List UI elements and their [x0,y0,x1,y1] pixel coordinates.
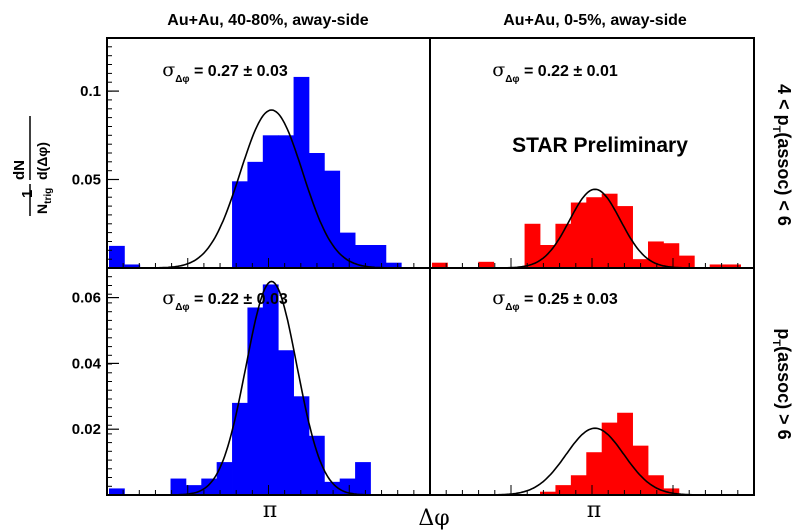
sigma-label: σΔφ = 0.22 ± 0.01 [492,59,618,85]
histogram-bar [170,478,187,495]
histogram-bar [124,264,141,268]
svg-text:1: 1 [19,190,36,198]
star-preliminary-label: STAR Preliminary [512,134,688,157]
y-tick-label: 0.06 [72,290,101,307]
sigma-label: σΔφ = 0.22 ± 0.03 [162,287,288,313]
panel-top-right: σΔφ = 0.22 ± 0.01 STAR Preliminary [429,37,755,269]
histogram-bar [109,488,125,495]
histogram-bar [324,481,341,495]
histogram-bar [232,402,248,495]
histogram-bar [355,462,371,495]
histogram-bar [617,412,633,495]
y-tick-label: 0.04 [72,355,102,372]
histogram-bar [540,491,556,495]
histogram-bar [678,255,695,268]
histogram-bar [308,435,325,495]
panel-top-left: 0.05 0.1 σΔφ = 0.27 ± 0.03 [72,37,431,269]
histogram-bar [725,264,741,268]
histogram-bar [540,245,556,268]
histogram-bar [601,422,618,495]
histogram-bar [232,181,248,268]
x-tick-label-pi-left: π [263,498,277,523]
histogram-bar [586,452,603,495]
histogram-bar [278,135,294,268]
histogram-bar [570,202,587,268]
histogram-bar [663,243,680,268]
histogram-bar [555,223,572,268]
histogram-bar [201,478,218,495]
histogram-bar [555,485,572,495]
svg-text:4 < pT(assoc) < 6: 4 < pT(assoc) < 6 [770,84,794,226]
sigma-label: σΔφ = 0.27 ± 0.03 [162,59,288,85]
histogram-bar [432,262,448,268]
histogram-bar [478,261,495,268]
x-axis-label: Δφ [418,506,449,531]
histogram-bar [370,245,387,268]
histogram-bar [109,245,125,268]
histogram-bar [355,245,371,268]
histogram-bar [293,76,310,268]
histogram-bar [339,232,356,268]
svg-text:pT(assoc) > 6: pT(assoc) > 6 [770,328,794,439]
y-tick-label: 0.05 [72,172,101,189]
y-tick-label: 0.1 [80,83,101,100]
histogram-bar [278,350,294,495]
histogram-bar [570,475,587,495]
histogram-bar [601,193,618,268]
row-label-bottom: pT(assoc) > 6 [770,328,794,439]
y-axis-label: 1 dN Ntrig d(Δφ) [11,116,54,216]
y-tick-label: 0.02 [72,421,101,438]
histogram-bar [324,170,341,268]
histogram-bar [216,462,233,495]
x-tick-label-pi-right: π [587,498,601,523]
svg-text:dN: dN [11,160,28,180]
histogram-bar [247,307,264,495]
histogram-bar [308,153,325,268]
histogram-bar [385,262,402,268]
histogram-bar [663,488,680,495]
histogram-bar [524,223,541,268]
histogram-bar [247,161,264,268]
histogram-bar [709,264,726,268]
histogram-bar [262,135,279,268]
histogram-bar [632,445,649,495]
svg-text:d(Δφ): d(Δφ) [34,142,50,180]
histogram-bar [262,284,279,495]
histogram-bar [586,197,603,268]
histogram-bar [293,396,310,495]
panel-bottom-right: σΔφ = 0.25 ± 0.03 [429,267,755,496]
sigma-label: σΔφ = 0.25 ± 0.03 [492,287,618,313]
svg-text:Ntrig: Ntrig [34,188,54,214]
column-title-right: Au+Au, 0-5%, away-side [503,12,687,29]
histogram-bar [185,485,202,495]
column-title-left: Au+Au, 40-80%, away-side [167,12,369,29]
row-label-top: 4 < pT(assoc) < 6 [770,84,794,226]
panel-bottom-left: 0.02 0.04 0.06 σΔφ = 0.22 ± 0.03 [72,267,431,496]
